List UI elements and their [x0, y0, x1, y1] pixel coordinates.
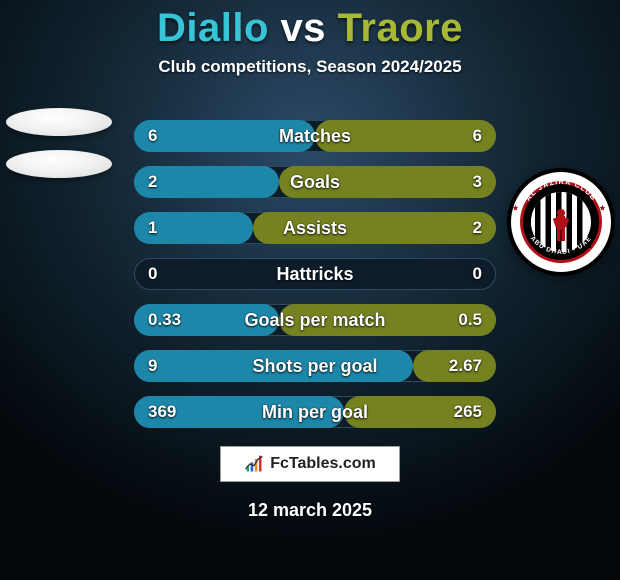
stat-label: Shots per goal [188, 356, 442, 377]
stat-value-right: 6 [442, 126, 482, 146]
brand-badge: FcTables.com [220, 446, 400, 482]
stat-label: Matches [188, 126, 442, 147]
player1-club-placeholder-1 [6, 108, 112, 136]
stat-value-left: 2 [148, 172, 188, 192]
stat-label: Min per goal [188, 402, 442, 423]
stat-value-left: 369 [148, 402, 188, 422]
stat-label: Hattricks [188, 264, 442, 285]
fctables-logo-icon [244, 454, 264, 474]
stat-row: 9Shots per goal2.67 [134, 350, 496, 382]
stat-value-right: 2 [442, 218, 482, 238]
subtitle: Club competitions, Season 2024/2025 [0, 57, 620, 77]
stat-row: 1Assists2 [134, 212, 496, 244]
brand-text: FcTables.com [270, 455, 376, 473]
stat-value-right: 0 [442, 264, 482, 284]
stat-label: Goals [188, 172, 442, 193]
al-jazira-club-crest: AL JAZIRA CLUB ABU DHABI - UAE [507, 168, 615, 276]
stat-row: 0Hattricks0 [134, 258, 496, 290]
stat-row: 2Goals3 [134, 166, 496, 198]
player1-name: Diallo [157, 6, 269, 50]
stat-value-left: 6 [148, 126, 188, 146]
title-vs: vs [281, 6, 327, 50]
stats-rows: 6Matches62Goals31Assists20Hattricks00.33… [134, 120, 496, 428]
date-label: 12 march 2025 [0, 500, 620, 521]
stat-value-left: 0 [148, 264, 188, 284]
stat-row: 0.33Goals per match0.5 [134, 304, 496, 336]
stat-value-left: 9 [148, 356, 188, 376]
stat-value-left: 1 [148, 218, 188, 238]
stat-label: Goals per match [188, 310, 442, 331]
player1-badges [4, 108, 114, 178]
player1-club-placeholder-2 [6, 150, 112, 178]
stat-value-right: 265 [442, 402, 482, 422]
stat-label: Assists [188, 218, 442, 239]
stat-value-right: 3 [442, 172, 482, 192]
stat-value-left: 0.33 [148, 310, 188, 330]
stat-row: 369Min per goal265 [134, 396, 496, 428]
stat-value-right: 0.5 [442, 310, 482, 330]
comparison-title: Diallo vs Traore [0, 0, 620, 51]
player2-name: Traore [338, 6, 463, 50]
stat-row: 6Matches6 [134, 120, 496, 152]
player2-badges: AL JAZIRA CLUB ABU DHABI - UAE [506, 168, 616, 276]
stat-value-right: 2.67 [442, 356, 482, 376]
